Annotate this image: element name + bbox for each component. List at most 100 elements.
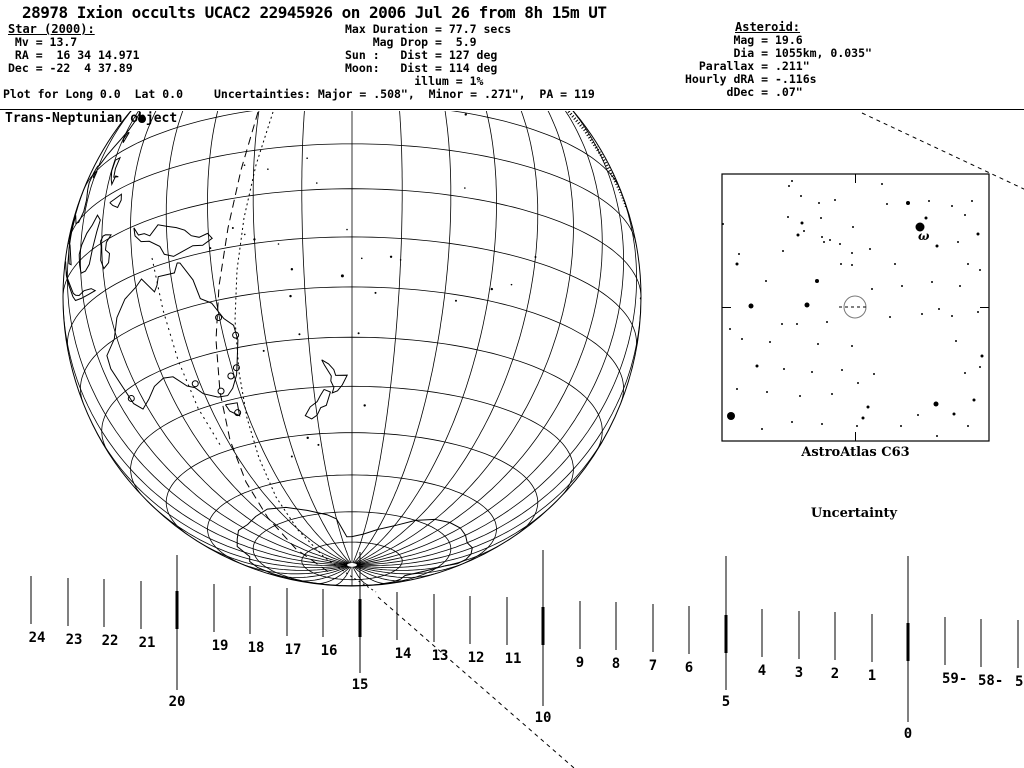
page-title: 28978 Ixion occults UCAC2 22945926 on 20… xyxy=(22,3,607,22)
site-markers xyxy=(127,314,242,417)
star-dot xyxy=(856,425,858,427)
star-dot xyxy=(796,323,798,325)
timeline-tick-17: 17 xyxy=(285,588,302,658)
star-dot xyxy=(951,315,953,317)
star-dot xyxy=(811,371,813,373)
timeline-tick-5: 5 xyxy=(722,556,730,710)
timeline-tick-23: 23 xyxy=(66,578,82,648)
tick-label: 59- xyxy=(942,671,967,687)
uncertainties-line: Uncertainties: Major = .508", Minor = .2… xyxy=(214,87,595,101)
star-dot xyxy=(815,279,819,283)
asteroid-section-heading: Asteroid: xyxy=(735,20,801,34)
tick-label: 9 xyxy=(576,655,584,671)
star-dot xyxy=(722,223,724,225)
star-dot xyxy=(821,423,823,425)
globe xyxy=(63,111,641,586)
timeline-tick-2: 2 xyxy=(831,612,839,682)
star-dot xyxy=(851,264,853,266)
star-dot xyxy=(826,321,828,323)
star-dot xyxy=(787,216,789,218)
globe-outline xyxy=(62,111,642,587)
timeline-tick-6: 6 xyxy=(685,606,693,676)
timeline-tick-10: 10 xyxy=(535,550,551,726)
tick-label: 3 xyxy=(795,665,803,681)
star-dot xyxy=(951,205,953,207)
timeline-tick-3: 3 xyxy=(795,611,803,681)
star-dot xyxy=(755,364,759,368)
timeline-tick-4: 4 xyxy=(758,609,766,679)
star-dot xyxy=(738,253,740,255)
tick-label: 17 xyxy=(285,642,302,658)
star-dot xyxy=(852,226,854,228)
tick-label: 0 xyxy=(904,726,912,742)
star-dot xyxy=(820,217,822,219)
star-dot xyxy=(928,200,930,202)
star-dot xyxy=(766,391,768,393)
timeline-tick-18: 18 xyxy=(248,586,264,656)
star-dot xyxy=(818,202,820,204)
star-dot xyxy=(829,239,831,241)
graticule xyxy=(63,111,641,586)
tno-symbol-dot xyxy=(138,115,146,123)
star-dot xyxy=(935,244,939,248)
star-dot xyxy=(964,372,966,374)
timeline-tick-24: 24 xyxy=(29,576,46,646)
star-dot xyxy=(851,345,853,347)
star-dot xyxy=(839,243,841,245)
star-dot xyxy=(959,285,961,287)
star-dot xyxy=(871,288,873,290)
star-dot xyxy=(841,369,843,371)
island-dots xyxy=(209,113,641,458)
tick-label: 13 xyxy=(432,648,449,664)
tick-label: 6 xyxy=(685,660,693,676)
tick-label: 4 xyxy=(758,663,766,679)
timeline-tick-12: 12 xyxy=(468,596,484,666)
star-dot xyxy=(851,252,853,254)
timeline-tick-11: 11 xyxy=(505,597,521,667)
omega-star-label: ω xyxy=(918,229,930,243)
star-dot xyxy=(791,421,793,423)
star-dot xyxy=(769,341,771,343)
star-dot xyxy=(729,328,731,330)
star-dot xyxy=(783,368,785,370)
star-dot xyxy=(976,232,980,236)
star-dot xyxy=(894,263,896,265)
star-dot xyxy=(979,269,981,271)
event-data: Max Duration = 77.7 secs Mag Drop = 5.9 … xyxy=(345,22,512,88)
tick-label: 15 xyxy=(352,677,369,693)
tick-label: 16 xyxy=(321,643,338,659)
star-dot xyxy=(971,200,973,202)
timeline-tick-19: 19 xyxy=(212,584,228,654)
tick-label: 5 xyxy=(722,694,730,710)
plot-location-line: Plot for Long 0.0 Lat 0.0 xyxy=(3,87,184,101)
star-dot xyxy=(980,354,984,358)
star-dot xyxy=(957,241,959,243)
timeline-tick-13: 13 xyxy=(432,594,449,664)
shadow-limit-dashed xyxy=(215,111,331,574)
finder-chart-caption: AstroAtlas C63 xyxy=(800,445,909,460)
star-dot xyxy=(857,382,859,384)
star-dot xyxy=(788,185,790,187)
path-extension-dashed xyxy=(377,596,575,768)
star-dot xyxy=(964,214,966,216)
timeline-tick-57m: 57- xyxy=(1015,620,1024,690)
star-dot xyxy=(921,313,923,315)
star-dot xyxy=(915,222,925,232)
tick-label: 20 xyxy=(169,694,186,710)
star-dot xyxy=(886,203,888,205)
corner-path-dashed xyxy=(861,112,1024,190)
star-dot xyxy=(799,395,801,397)
tick-label: 24 xyxy=(29,630,46,646)
timeline-tick-1: 1 xyxy=(868,614,876,684)
star-dot xyxy=(938,308,940,310)
star-dot xyxy=(900,425,902,427)
star-dot xyxy=(952,412,956,416)
star-dot xyxy=(924,216,928,220)
star-dot xyxy=(823,241,825,243)
star-dot xyxy=(834,199,836,201)
star-dot xyxy=(781,323,783,325)
